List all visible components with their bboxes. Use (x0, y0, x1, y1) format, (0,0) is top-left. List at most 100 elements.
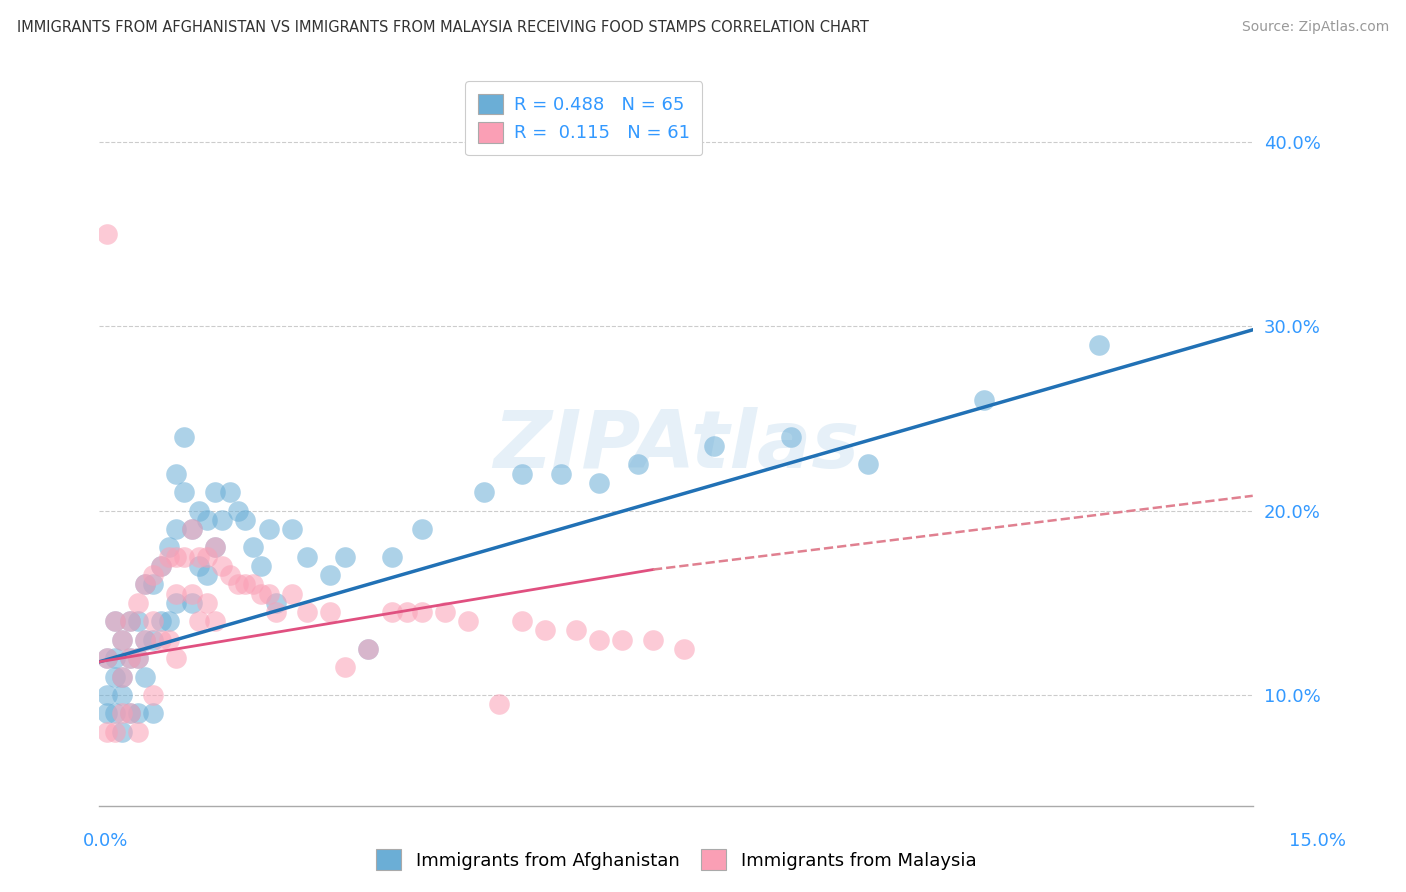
Point (96, 688, 118, 702)
Text: 15.0%: 15.0% (1289, 831, 1346, 849)
Point (149, 632, 172, 647)
Point (250, 586, 273, 600)
Point (111, 669, 134, 683)
Text: 0.0%: 0.0% (83, 831, 128, 849)
Point (157, 632, 180, 647)
Point (242, 577, 264, 591)
Text: IMMIGRANTS FROM AFGHANISTAN VS IMMIGRANTS FROM MALAYSIA RECEIVING FOOD STAMPS CO: IMMIGRANTS FROM AFGHANISTAN VS IMMIGRANT… (17, 20, 869, 35)
Point (111, 706, 134, 721)
Point (242, 541, 264, 555)
Point (142, 688, 165, 702)
Point (165, 596, 187, 610)
Point (157, 549, 180, 564)
Point (165, 651, 187, 665)
Point (264, 596, 287, 610)
Point (211, 513, 233, 527)
Point (134, 632, 156, 647)
Point (280, 586, 302, 600)
Point (703, 439, 725, 453)
Point (588, 475, 610, 490)
Point (1088, 337, 1111, 351)
Point (180, 522, 202, 536)
Point (142, 577, 165, 591)
Point (127, 706, 149, 721)
Point (142, 632, 165, 647)
Point (335, 549, 357, 564)
Point (550, 467, 572, 481)
Point (357, 641, 380, 656)
Point (195, 568, 218, 582)
Point (510, 467, 533, 481)
Point (104, 669, 127, 683)
Point (565, 624, 588, 638)
Point (195, 549, 218, 564)
Point (612, 632, 634, 647)
Point (96, 651, 118, 665)
Point (104, 614, 127, 628)
Point (104, 651, 127, 665)
Point (134, 577, 156, 591)
Point (173, 485, 195, 500)
Point (96, 227, 118, 241)
Point (120, 614, 142, 628)
Point (104, 724, 127, 739)
Legend: Immigrants from Afghanistan, Immigrants from Malaysia: Immigrants from Afghanistan, Immigrants … (367, 840, 986, 880)
Point (104, 706, 127, 721)
Point (127, 724, 149, 739)
Point (134, 669, 156, 683)
Point (626, 458, 648, 472)
Point (165, 549, 187, 564)
Point (457, 614, 479, 628)
Point (295, 549, 318, 564)
Point (180, 522, 202, 536)
Point (111, 632, 134, 647)
Point (111, 632, 134, 647)
Text: ZIPAtlas: ZIPAtlas (494, 407, 859, 485)
Point (211, 558, 233, 573)
Point (250, 558, 273, 573)
Point (973, 392, 995, 407)
Point (780, 430, 803, 444)
Point (188, 558, 211, 573)
Point (257, 522, 280, 536)
Point (173, 430, 195, 444)
Point (165, 522, 187, 536)
Point (226, 577, 249, 591)
Point (111, 724, 134, 739)
Point (127, 651, 149, 665)
Point (142, 706, 165, 721)
Point (157, 614, 180, 628)
Point (142, 568, 165, 582)
Point (195, 596, 218, 610)
Point (434, 605, 457, 619)
Point (204, 541, 226, 555)
Point (173, 549, 195, 564)
Point (120, 706, 142, 721)
Point (219, 485, 242, 500)
Point (380, 549, 402, 564)
Point (204, 541, 226, 555)
Point (319, 605, 342, 619)
Point (120, 706, 142, 721)
Point (319, 568, 342, 582)
Point (357, 641, 380, 656)
Point (180, 596, 202, 610)
Point (134, 632, 156, 647)
Point (157, 541, 180, 555)
Point (96, 724, 118, 739)
Point (534, 624, 557, 638)
Point (295, 605, 318, 619)
Point (235, 577, 257, 591)
Point (257, 586, 280, 600)
Point (120, 651, 142, 665)
Point (96, 651, 118, 665)
Point (411, 522, 433, 536)
Point (96, 706, 118, 721)
Point (395, 605, 418, 619)
Point (219, 568, 242, 582)
Point (204, 485, 226, 500)
Point (111, 688, 134, 702)
Point (127, 596, 149, 610)
Point (411, 605, 433, 619)
Point (120, 651, 142, 665)
